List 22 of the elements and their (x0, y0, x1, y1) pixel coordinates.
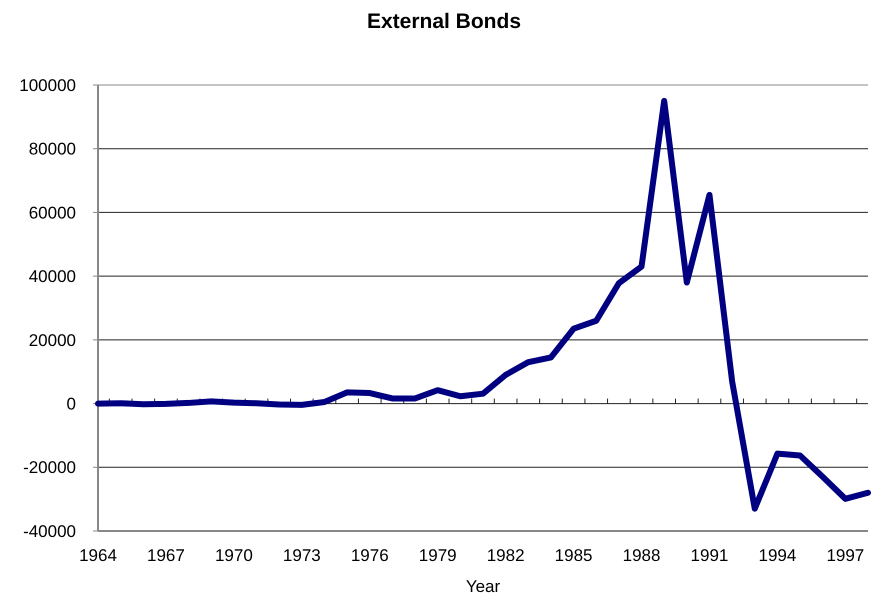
y-tick-label: 20000 (28, 330, 76, 350)
x-tick-label: 1994 (758, 546, 796, 565)
x-axis-title: Year (466, 577, 501, 596)
y-tick-label: 0 (66, 394, 76, 414)
y-tick-label: 40000 (28, 267, 76, 286)
y-tick-label: 100000 (19, 76, 76, 95)
x-tick-label: 1970 (214, 546, 253, 565)
x-tick-label: 1997 (826, 546, 864, 565)
x-tick-label: 1985 (554, 546, 592, 565)
y-tick-label: 80000 (28, 140, 76, 159)
y-tick-label: -20000 (23, 458, 76, 478)
x-tick-label: 1991 (690, 546, 728, 565)
x-tick-label: 1988 (622, 546, 660, 565)
x-tick-label: 1976 (350, 546, 389, 565)
y-tick-label: -40000 (23, 522, 76, 541)
x-tick-label: 1982 (486, 546, 525, 565)
x-tick-label: 1979 (418, 546, 457, 565)
y-tick-label: 60000 (28, 203, 76, 222)
x-tick-label: 1973 (282, 546, 321, 565)
chart-title: External Bonds (366, 10, 522, 33)
x-tick-label: 1964 (79, 546, 117, 565)
x-tick-label: 1967 (147, 546, 185, 565)
